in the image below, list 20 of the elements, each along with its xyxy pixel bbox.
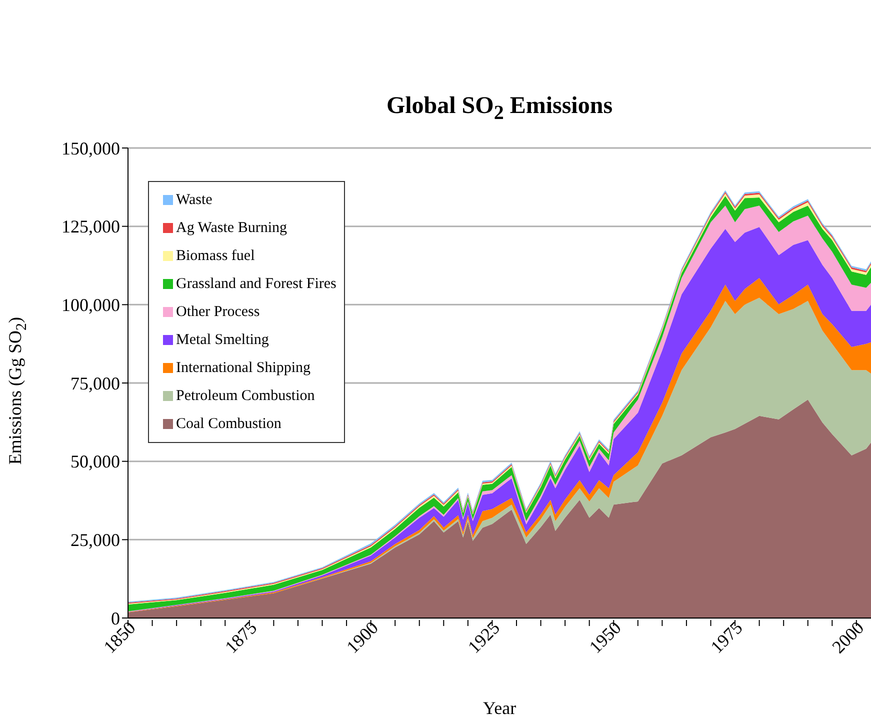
x-tick-label: 1900 bbox=[342, 618, 382, 658]
y-tick-label: 0 bbox=[111, 608, 120, 628]
legend-label: Grassland and Forest Fires bbox=[176, 276, 336, 292]
legend-label: Biomass fuel bbox=[176, 248, 255, 264]
legend-label: International Shipping bbox=[176, 360, 311, 376]
x-tick-label: 1950 bbox=[585, 618, 625, 658]
legend-label: Ag Waste Burning bbox=[176, 220, 288, 236]
y-tick-label: 50,000 bbox=[70, 452, 120, 472]
y-tick-label: 75,000 bbox=[70, 373, 120, 394]
legend-label: Waste bbox=[176, 192, 212, 208]
y-tick-label: 25,000 bbox=[70, 530, 120, 550]
y-tick-label: 125,000 bbox=[62, 216, 120, 237]
legend-label: Other Process bbox=[176, 304, 260, 320]
legend-label: Metal Smelting bbox=[176, 332, 269, 348]
chart-title: Global SO$_{2}$ Emissions bbox=[385, 93, 614, 125]
x-axis-title: Year bbox=[482, 698, 518, 718]
y-tick-label: 100,000 bbox=[62, 295, 120, 316]
legend-label: Coal Combustion bbox=[176, 416, 282, 432]
y-tick-label: 150,000 bbox=[62, 138, 120, 158]
legend-label: Petroleum Combustion bbox=[176, 388, 315, 404]
